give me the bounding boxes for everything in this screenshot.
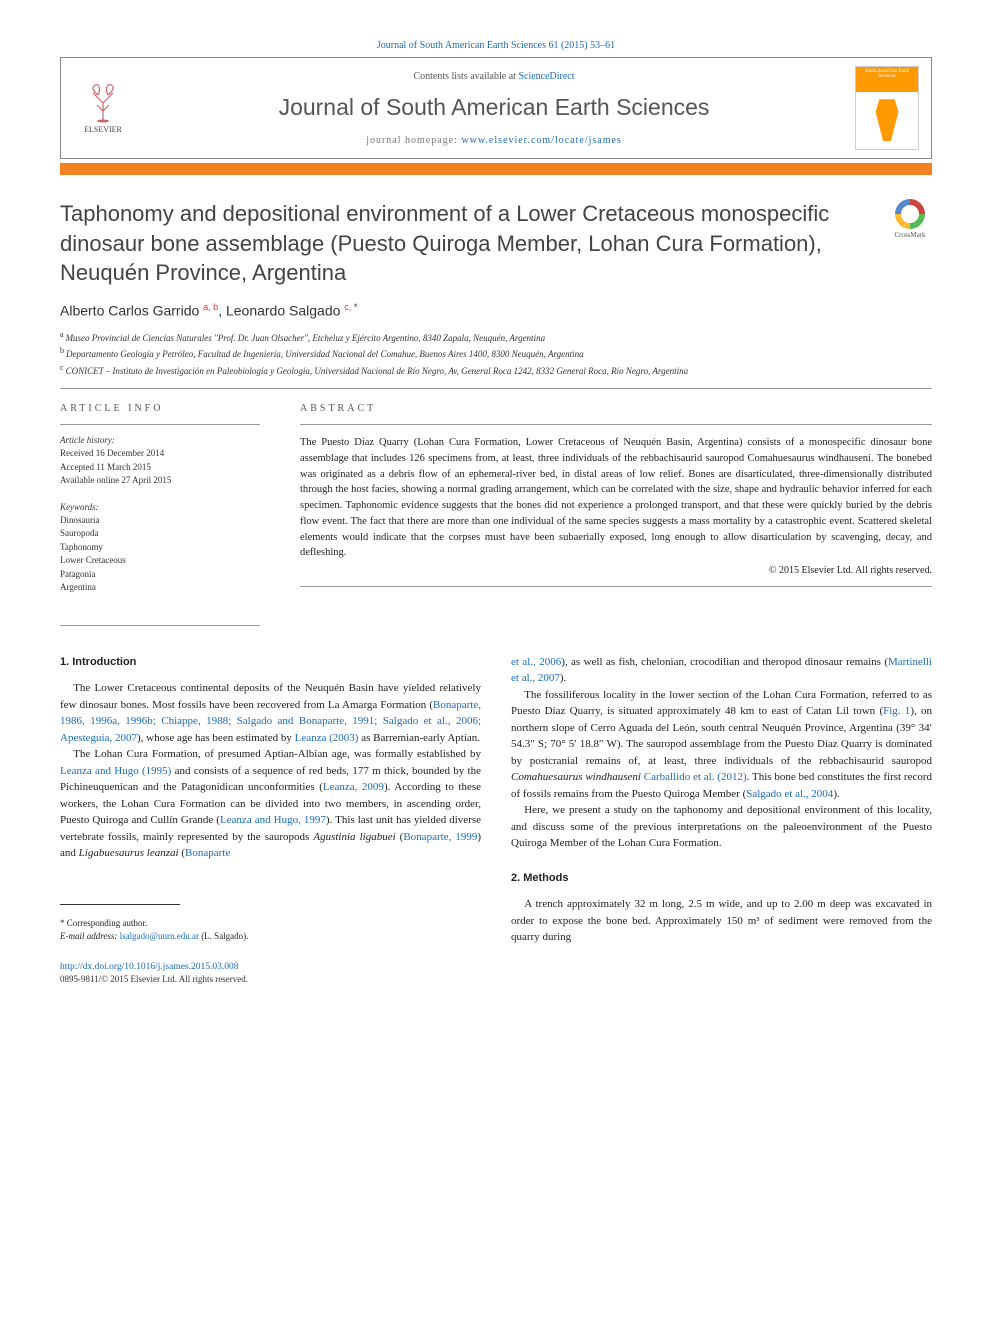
email-line: E-mail address: lsalgado@unrn.edu.ar (L.…	[60, 930, 481, 944]
authors-line: Alberto Carlos Garrido a, b, Leonardo Sa…	[60, 302, 932, 319]
cite-link[interactable]: et al., 2006	[511, 656, 561, 668]
affiliation-a: Museo Provincial de Ciencias Naturales "…	[66, 333, 546, 343]
rule-info-2	[300, 424, 932, 425]
keyword-0: Dinosauria	[60, 514, 260, 528]
contents-prefix: Contents lists available at	[413, 71, 518, 82]
elsevier-text: ELSEVIER	[84, 125, 122, 134]
orange-divider-bar	[60, 163, 932, 175]
corresponding-star: *	[354, 302, 358, 312]
crossmark-icon	[895, 199, 925, 229]
crossmark-label: CrossMark	[894, 231, 925, 239]
sciencedirect-link[interactable]: ScienceDirect	[518, 71, 574, 82]
rule-info-3	[300, 586, 932, 587]
para-4: The fossiliferous locality in the lower …	[511, 687, 932, 803]
author-2-aff: c,	[344, 302, 354, 312]
keyword-2: Taphonomy	[60, 541, 260, 555]
email-link[interactable]: lsalgado@unrn.edu.ar	[120, 931, 199, 941]
body-col-left: 1. Introduction The Lower Cretaceous con…	[60, 654, 481, 946]
affiliation-c: CONICET – Instituto de Investigación en …	[66, 366, 689, 376]
cite-link[interactable]: Carballido et al. (2012)	[644, 771, 747, 783]
section-1-title: 1. Introduction	[60, 654, 481, 671]
cite-link[interactable]: Bonaparte, 1999	[403, 831, 477, 843]
author-2-name: Leonardo Salgado	[226, 303, 340, 319]
corresponding-note: * Corresponding author.	[60, 917, 481, 931]
cite-link[interactable]: Leanza (2003)	[295, 732, 359, 744]
body-col-right: et al., 2006), as well as fish, chelonia…	[511, 654, 932, 946]
cite-link[interactable]: Leanza, 2009	[323, 781, 384, 793]
abstract-text: The Puesto Díaz Quarry (Lohan Cura Forma…	[300, 435, 932, 561]
copyright-line: © 2015 Elsevier Ltd. All rights reserved…	[300, 565, 932, 576]
homepage-line: journal homepage: www.elsevier.com/locat…	[133, 135, 855, 146]
keyword-4: Patagonia	[60, 568, 260, 582]
cover-map-icon	[868, 99, 906, 141]
history-accepted: Accepted 11 March 2015	[60, 461, 260, 475]
para-6: A trench approximately 32 m long, 2.5 m …	[511, 896, 932, 946]
history-online: Available online 27 April 2015	[60, 474, 260, 488]
doi-link[interactable]: http://dx.doi.org/10.1016/j.jsames.2015.…	[60, 962, 932, 972]
article-info-head: ARTICLE INFO	[60, 403, 260, 414]
abstract-head: ABSTRACT	[300, 403, 932, 414]
article-title: Taphonomy and depositional environment o…	[60, 199, 872, 288]
para-2: The Lohan Cura Formation, of presumed Ap…	[60, 746, 481, 862]
journal-name: Journal of South American Earth Sciences	[133, 94, 855, 121]
affiliations-block: aMuseo Provincial de Ciencias Naturales …	[60, 329, 932, 379]
cite-link[interactable]: Leanza and Hugo (1995)	[60, 765, 171, 777]
para-3: et al., 2006), as well as fish, chelonia…	[511, 654, 932, 687]
section-2-title: 2. Methods	[511, 870, 932, 887]
homepage-label: journal homepage:	[366, 135, 461, 146]
affiliation-b: Departamento Geología y Petróleo, Facult…	[66, 349, 584, 359]
issn-line: 0895-9811/© 2015 Elsevier Ltd. All right…	[60, 974, 932, 984]
history-received: Received 16 December 2014	[60, 447, 260, 461]
keyword-3: Lower Cretaceous	[60, 554, 260, 568]
taxon-name: Ligabuesaurus leanzai	[79, 847, 179, 859]
cite-link[interactable]: Bonaparte	[185, 847, 230, 859]
rule-info-left-bottom	[60, 625, 260, 626]
crossmark-badge[interactable]: CrossMark	[888, 199, 932, 243]
keywords-head: Keywords:	[60, 502, 260, 512]
author-sep: ,	[218, 303, 226, 319]
taxon-name: Agustinia ligabuei	[313, 831, 395, 843]
rule-info-1	[60, 424, 260, 425]
elsevier-tree-icon	[83, 83, 123, 123]
homepage-link[interactable]: www.elsevier.com/locate/jsames	[461, 135, 621, 146]
header-citation: Journal of South American Earth Sciences…	[60, 40, 932, 51]
keyword-5: Argentina	[60, 581, 260, 595]
history-head: Article history:	[60, 435, 260, 445]
cite-link[interactable]: Salgado et al., 2004	[746, 788, 833, 800]
taxon-name: Comahuesaurus windhauseni	[511, 771, 641, 783]
cover-title: South American Earth Sciences	[856, 67, 918, 92]
fig-link[interactable]: Fig. 1	[883, 705, 910, 717]
author-1-name: Alberto Carlos Garrido	[60, 303, 199, 319]
rule-1	[60, 388, 932, 389]
footnote-rule	[60, 904, 180, 911]
journal-header-box: ELSEVIER Contents lists available at Sci…	[60, 57, 932, 159]
journal-cover-thumb: South American Earth Sciences	[855, 66, 919, 150]
elsevier-logo: ELSEVIER	[73, 73, 133, 143]
keyword-1: Sauropoda	[60, 527, 260, 541]
para-5: Here, we present a study on the taphonom…	[511, 802, 932, 852]
contents-line: Contents lists available at ScienceDirec…	[133, 71, 855, 82]
author-1-aff: a, b	[203, 302, 218, 312]
para-1: The Lower Cretaceous continental deposit…	[60, 680, 481, 746]
cite-link[interactable]: Leanza and Hugo, 1997	[220, 814, 326, 826]
